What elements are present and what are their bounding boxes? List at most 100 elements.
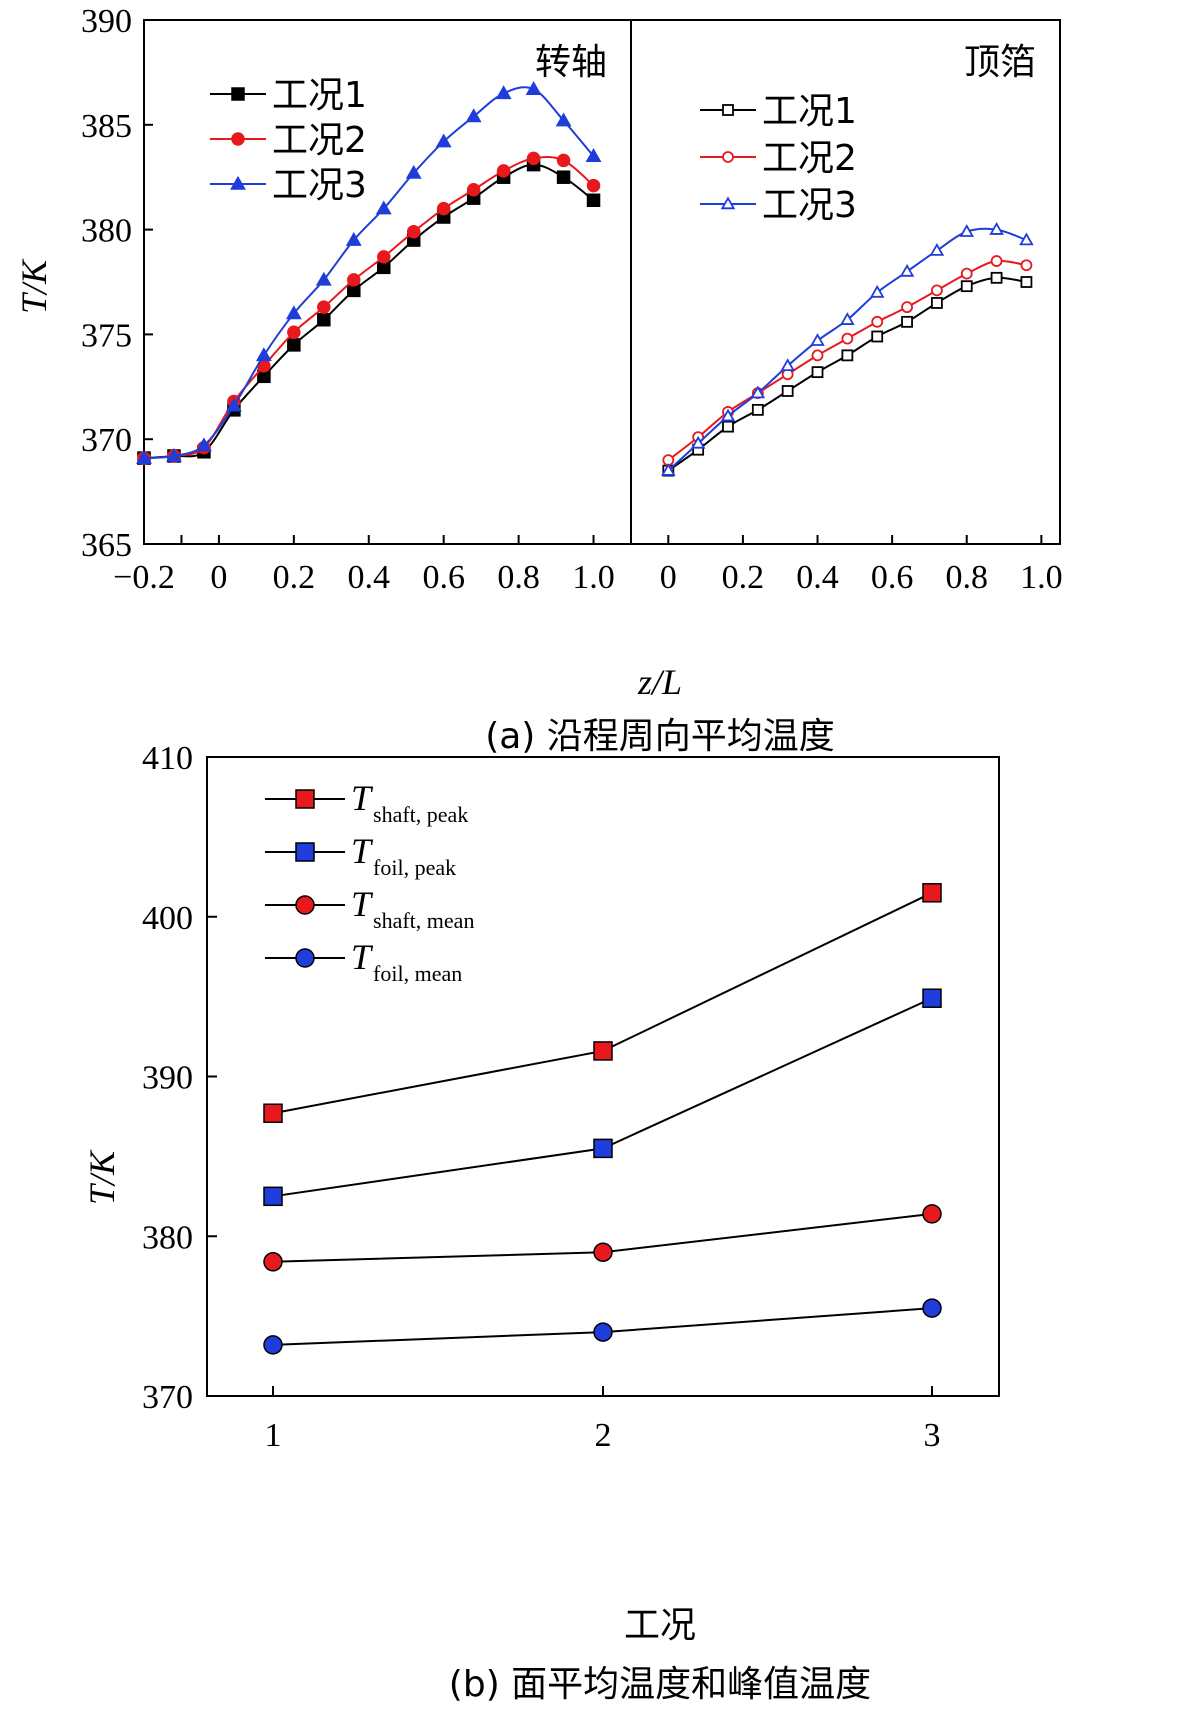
legend-label: 工况3: [762, 185, 857, 226]
data-point: [435, 133, 452, 148]
y-tick-label: 380: [142, 1219, 193, 1256]
data-point: [406, 224, 421, 239]
legend-marker: [295, 842, 315, 862]
x-tick-label: 0.8: [497, 559, 540, 596]
data-point: [263, 1252, 283, 1272]
x-tick-label: 0: [210, 559, 227, 596]
data-point: [922, 883, 942, 903]
series-line: [272, 997, 933, 1198]
x-tick-label: 0.6: [422, 559, 465, 596]
data-point: [899, 263, 915, 277]
chart-b-y-axis-label: T/K: [82, 1149, 122, 1205]
data-point: [930, 284, 943, 297]
data-point: [586, 178, 601, 193]
chart-a-y-axis-label: T/K: [14, 258, 54, 314]
data-point: [263, 1103, 283, 1123]
data-point: [496, 164, 511, 178]
series-line: [272, 891, 933, 1115]
y-tick-label: 400: [142, 900, 193, 937]
series-line: [143, 163, 595, 460]
chart-b-caption: (b) 面平均温度和峰值温度: [449, 1664, 871, 1705]
data-point: [990, 255, 1003, 267]
legend-label: Tshaft, mean: [351, 884, 474, 933]
data-point: [811, 366, 824, 379]
data-point: [922, 1204, 942, 1224]
data-point: [287, 325, 301, 340]
legend-marker: [295, 895, 315, 915]
y-tick-label: 370: [142, 1379, 193, 1416]
data-point: [930, 297, 943, 309]
x-tick-label: −0.2: [113, 559, 175, 596]
data-point: [1019, 232, 1034, 246]
data-point: [929, 242, 945, 256]
data-point: [315, 271, 332, 286]
legend-marker: [230, 175, 246, 190]
data-point: [465, 108, 482, 123]
data-point: [285, 305, 302, 320]
data-point: [960, 280, 973, 293]
y-tick-label: 375: [81, 317, 132, 354]
data-point: [526, 151, 541, 166]
y-tick-label: 385: [81, 108, 132, 145]
legend-marker: [720, 196, 736, 210]
legend-marker: [231, 132, 245, 146]
data-point: [555, 112, 572, 127]
legend-label: Tfoil, peak: [351, 831, 456, 880]
data-point: [347, 273, 361, 287]
chart-b-x-axis-label: 工况: [624, 1605, 696, 1646]
data-point: [990, 271, 1003, 284]
data-point: [1020, 276, 1033, 288]
data-point: [593, 1322, 613, 1342]
x-tick-label: 1: [265, 1417, 282, 1454]
data-point: [722, 420, 734, 433]
x-tick-label: 0.2: [273, 559, 316, 596]
chart-a-caption: (a) 沿程周向平均温度: [485, 716, 835, 757]
data-point: [781, 385, 794, 397]
data-point: [287, 338, 301, 352]
data-point: [871, 315, 884, 328]
series-line: [667, 276, 1027, 472]
data-point: [585, 148, 602, 163]
legend-label: 工况3: [272, 165, 367, 206]
data-point: [263, 1186, 283, 1207]
data-point: [196, 437, 212, 452]
data-point: [263, 1335, 283, 1355]
data-point: [751, 403, 764, 416]
x-tick-label: 0: [660, 559, 677, 596]
y-tick-label: 410: [142, 740, 193, 777]
y-tick-label: 390: [142, 1060, 193, 1097]
legend-label: Tfoil, mean: [351, 937, 462, 986]
data-point: [136, 449, 152, 464]
data-point: [901, 315, 913, 328]
data-point: [495, 85, 512, 100]
data-point: [345, 231, 362, 246]
data-point: [922, 1298, 942, 1318]
legend-label: 工况2: [272, 120, 367, 161]
y-tick-label: 380: [81, 213, 132, 250]
data-point: [1020, 259, 1033, 272]
data-point: [720, 408, 736, 422]
data-point: [661, 463, 676, 476]
x-tick-label: 3: [924, 1417, 941, 1454]
legend-label: Tshaft, peak: [351, 778, 468, 827]
data-point: [780, 358, 795, 372]
series-line: [143, 156, 595, 460]
data-point: [810, 333, 825, 346]
legend-marker: [231, 87, 245, 101]
data-point: [556, 170, 571, 184]
legend-marker: [722, 104, 734, 116]
legend-marker: [295, 789, 315, 809]
data-point: [959, 224, 975, 237]
data-point: [556, 153, 571, 168]
data-point: [841, 332, 854, 345]
data-point: [593, 1138, 613, 1159]
data-point: [377, 250, 391, 264]
y-tick-label: 370: [81, 422, 132, 459]
legend-marker: [295, 948, 315, 968]
data-point: [989, 222, 1004, 235]
data-point: [317, 312, 331, 327]
data-point: [593, 1041, 613, 1061]
panel-label: 顶箔: [964, 42, 1036, 83]
